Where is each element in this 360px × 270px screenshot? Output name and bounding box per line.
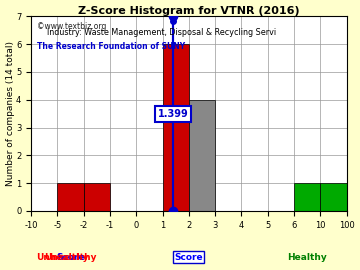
Text: Unhealthy: Unhealthy (44, 253, 97, 262)
Title: Z-Score Histogram for VTNR (2016): Z-Score Histogram for VTNR (2016) (78, 6, 300, 16)
Text: Score: Score (56, 253, 85, 262)
Text: Unhealthy: Unhealthy (36, 253, 89, 262)
Bar (294, 183, 320, 211)
Bar (189, 100, 215, 211)
Bar (84, 183, 110, 211)
Y-axis label: Number of companies (14 total): Number of companies (14 total) (5, 41, 14, 186)
Text: ©www.textbiz.org: ©www.textbiz.org (37, 22, 107, 31)
Bar (57, 183, 84, 211)
Bar (162, 44, 189, 211)
Bar (320, 183, 347, 211)
Text: Score: Score (175, 253, 203, 262)
Text: Industry: Waste Management, Disposal & Recycling Servi: Industry: Waste Management, Disposal & R… (47, 28, 276, 37)
Text: The Research Foundation of SUNY: The Research Foundation of SUNY (37, 42, 185, 51)
Text: Healthy: Healthy (287, 253, 327, 262)
Text: 1.399: 1.399 (158, 109, 188, 119)
